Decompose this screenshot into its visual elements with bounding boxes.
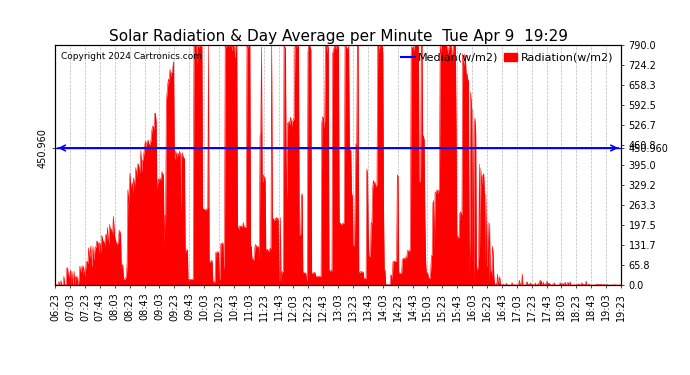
Text: Copyright 2024 Cartronics.com: Copyright 2024 Cartronics.com [61,52,202,61]
Title: Solar Radiation & Day Average per Minute  Tue Apr 9  19:29: Solar Radiation & Day Average per Minute… [108,29,568,44]
Legend: Median(w/m2), Radiation(w/m2): Median(w/m2), Radiation(w/m2) [400,51,615,65]
